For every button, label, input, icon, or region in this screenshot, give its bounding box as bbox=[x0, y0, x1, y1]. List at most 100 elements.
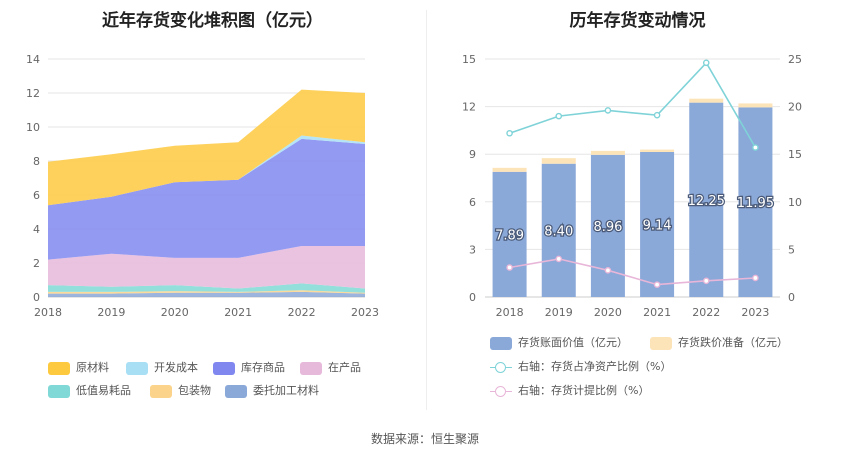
legend-item-impairment[interactable]: 存货跌价准备（亿元） bbox=[650, 335, 788, 351]
area-series bbox=[48, 138, 365, 260]
right-y-tick-label: 15 bbox=[788, 148, 802, 161]
line-point bbox=[506, 264, 513, 271]
legend-item-provision-ratio[interactable]: 右轴：存货计提比例（%） bbox=[490, 383, 649, 399]
legend-swatch bbox=[126, 361, 148, 375]
area-series bbox=[48, 291, 365, 297]
legend-item-raw-materials[interactable]: 原材料 bbox=[48, 360, 109, 376]
line-point bbox=[653, 281, 661, 288]
y-tick-label: 8 bbox=[33, 155, 40, 168]
left-y-tick-label: 3 bbox=[469, 243, 476, 256]
bar-data-label: 8.96 bbox=[593, 220, 622, 235]
x-tick-label: 2020 bbox=[594, 306, 622, 319]
line-point bbox=[555, 255, 563, 263]
data-source-note: 数据来源：恒生聚源 bbox=[370, 432, 479, 446]
legend-swatch bbox=[650, 336, 672, 350]
panel-divider bbox=[426, 10, 427, 410]
bar bbox=[541, 163, 576, 297]
y-tick-label: 2 bbox=[33, 257, 40, 270]
legend-swatch bbox=[48, 361, 70, 375]
bar bbox=[640, 151, 675, 297]
area-series bbox=[48, 89, 365, 206]
legend-label: 库存商品 bbox=[241, 361, 285, 374]
right-y-tick-label: 0 bbox=[788, 291, 795, 304]
legend-item-consigned-materials[interactable]: 委托加工材料 bbox=[225, 383, 319, 399]
area-series bbox=[48, 246, 365, 289]
x-tick-label: 2019 bbox=[97, 306, 125, 319]
stacked-area-chart: 0 2 4 6 8 10 12 14 2018 2019 2020 2021 2022 2023 bbox=[26, 53, 379, 319]
legend-swatch bbox=[150, 384, 172, 398]
left-y-tick-label: 15 bbox=[462, 53, 476, 66]
bar-data-label: 7.89 bbox=[495, 228, 524, 243]
bar bbox=[738, 107, 773, 297]
area-series bbox=[48, 283, 365, 293]
bar bbox=[689, 102, 724, 297]
legend-swatch bbox=[490, 336, 512, 350]
y-tick-label: 10 bbox=[26, 121, 40, 134]
line-point bbox=[752, 144, 759, 151]
left-y-tick-label: 9 bbox=[469, 148, 476, 161]
line-series bbox=[509, 61, 757, 148]
legend-label: 存货账面价值（亿元） bbox=[518, 336, 628, 349]
y-tick-label: 4 bbox=[33, 223, 40, 236]
line-point bbox=[555, 112, 563, 120]
bar bbox=[541, 158, 576, 164]
legend-swatch bbox=[225, 384, 247, 398]
legend-line-swatch bbox=[490, 385, 512, 398]
x-tick-label: 2021 bbox=[643, 306, 671, 319]
y-tick-label: 14 bbox=[26, 53, 40, 66]
legend-item-net-asset-ratio[interactable]: 右轴：存货占净资产比例（%） bbox=[490, 359, 671, 375]
left-chart-title: 近年存货变化堆积图（亿元） bbox=[102, 11, 323, 31]
line-point bbox=[702, 277, 710, 285]
legend-item-finished-goods[interactable]: 库存商品 bbox=[213, 360, 285, 376]
x-tick-label: 2018 bbox=[496, 306, 524, 319]
x-tick-label: 2019 bbox=[545, 306, 573, 319]
legend-item-low-value-consumables[interactable]: 低值易耗品 bbox=[48, 383, 131, 399]
legend-label: 低值易耗品 bbox=[76, 384, 131, 397]
bar-data-label: 9.14 bbox=[643, 218, 672, 233]
bar bbox=[492, 171, 527, 297]
right-y-tick-label: 20 bbox=[788, 101, 802, 114]
left-y-tick-label: 0 bbox=[469, 291, 476, 304]
legend-label: 在产品 bbox=[328, 361, 361, 374]
line-point bbox=[506, 129, 513, 137]
x-tick-label: 2020 bbox=[161, 306, 189, 319]
bar bbox=[640, 149, 675, 152]
legend-label: 右轴：存货计提比例（%） bbox=[518, 384, 650, 397]
left-y-tick-label: 6 bbox=[469, 196, 476, 209]
x-tick-label: 2021 bbox=[224, 306, 252, 319]
y-tick-label: 6 bbox=[33, 189, 40, 202]
x-tick-label: 2018 bbox=[34, 306, 62, 319]
legend-label: 右轴：存货占净资产比例（%） bbox=[518, 360, 672, 373]
line-series bbox=[509, 258, 756, 286]
legend-line-swatch bbox=[490, 361, 512, 374]
legend-swatch bbox=[213, 361, 235, 375]
bar bbox=[492, 167, 527, 172]
x-tick-label: 2023 bbox=[351, 306, 379, 319]
right-chart-title: 历年存货变动情况 bbox=[569, 11, 706, 31]
line-point bbox=[604, 107, 612, 114]
bar bbox=[590, 150, 625, 155]
legend-swatch bbox=[300, 361, 322, 375]
bar bbox=[738, 103, 773, 108]
area-series bbox=[48, 290, 365, 294]
right-y-tick-label: 25 bbox=[788, 53, 802, 66]
bar-data-label: 12.25 bbox=[688, 194, 725, 209]
y-tick-label: 12 bbox=[26, 87, 40, 100]
right-y-tick-label: 10 bbox=[788, 196, 802, 209]
line-point bbox=[702, 59, 710, 67]
bar-data-label: 11.95 bbox=[737, 196, 774, 211]
line-point bbox=[604, 267, 612, 274]
line-point bbox=[653, 111, 661, 119]
legend-label: 存货跌价准备（亿元） bbox=[678, 336, 788, 349]
legend-item-packaging[interactable]: 包装物 bbox=[150, 383, 211, 399]
legend-label: 委托加工材料 bbox=[253, 384, 319, 397]
legend-item-development-cost[interactable]: 开发成本 bbox=[126, 360, 198, 376]
right-y-tick-label: 5 bbox=[788, 243, 795, 256]
x-tick-label: 2022 bbox=[288, 306, 316, 319]
legend-item-book-value[interactable]: 存货账面价值（亿元） bbox=[490, 335, 628, 351]
legend-label: 包装物 bbox=[178, 384, 211, 397]
legend-label: 原材料 bbox=[76, 361, 109, 374]
legend-label: 开发成本 bbox=[154, 361, 198, 374]
legend-item-work-in-progress[interactable]: 在产品 bbox=[300, 360, 361, 376]
inventory-bar-line-chart: 0 3 6 9 12 15 0 5 10 15 20 25 2018 2019 2020 2021 2022 20… bbox=[462, 53, 802, 319]
